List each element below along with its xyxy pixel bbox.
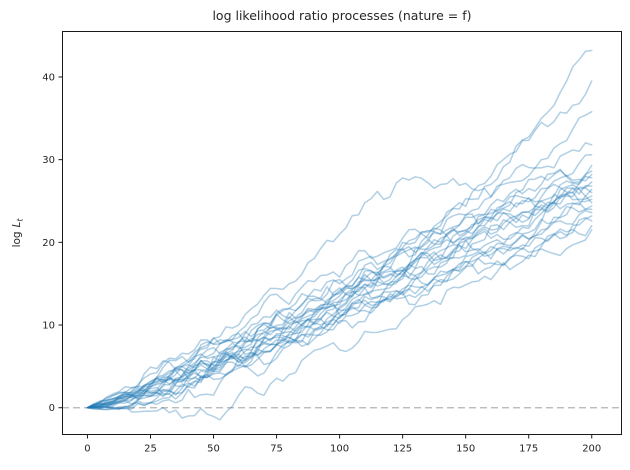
llr-path: [86, 215, 593, 421]
x-tick-label: 50: [207, 444, 220, 455]
x-tick-label: 200: [582, 444, 601, 455]
llr-path: [86, 191, 593, 410]
y-axis-label-subscript: t: [16, 218, 25, 222]
llr-path: [86, 175, 593, 409]
y-tick-label: 30: [42, 155, 55, 166]
y-axis-label-variable: L: [11, 221, 23, 227]
x-tick-label: 0: [84, 444, 90, 455]
llr-path: [86, 229, 593, 409]
llr-path: [86, 225, 593, 411]
llr-path: [86, 187, 593, 409]
llr-path: [86, 142, 593, 409]
llr-path: [86, 184, 593, 411]
y-tick-label: 40: [42, 72, 55, 83]
llr-path: [86, 153, 593, 409]
llr-path: [86, 168, 593, 409]
x-tick-label: 25: [144, 444, 157, 455]
llr-path: [86, 192, 593, 409]
y-axis-label: log Lt: [11, 218, 25, 248]
llr-path: [86, 181, 593, 409]
y-tick-label: 10: [42, 321, 55, 332]
x-tick-label: 100: [330, 444, 349, 455]
chart-title: log likelihood ratio processes (nature =…: [212, 8, 471, 23]
y-tick-label: 0: [49, 403, 55, 414]
x-tick-label: 175: [519, 444, 538, 455]
plot-border: [62, 31, 622, 435]
llr-path: [86, 49, 593, 409]
x-tick-label: 150: [456, 444, 475, 455]
y-tick-label: 20: [42, 238, 55, 249]
axes-ticks: 0 25 50 75 100 125 150 175 200 0 10 20 30 40: [42, 72, 601, 454]
llr-path: [86, 216, 593, 409]
llr-path: [86, 164, 593, 409]
llr-path: [86, 205, 593, 409]
x-tick-label: 75: [270, 444, 283, 455]
llr-path: [86, 209, 593, 409]
llr-path: [86, 110, 593, 409]
llr-path: [86, 188, 593, 409]
llr-path: [86, 80, 593, 409]
llr-path: [86, 183, 593, 410]
llr-path: [86, 173, 593, 409]
y-axis-label-prefix: log: [11, 231, 23, 247]
x-tick-label: 125: [393, 444, 412, 455]
llr-path: [86, 202, 593, 409]
plot-area: [62, 49, 622, 421]
